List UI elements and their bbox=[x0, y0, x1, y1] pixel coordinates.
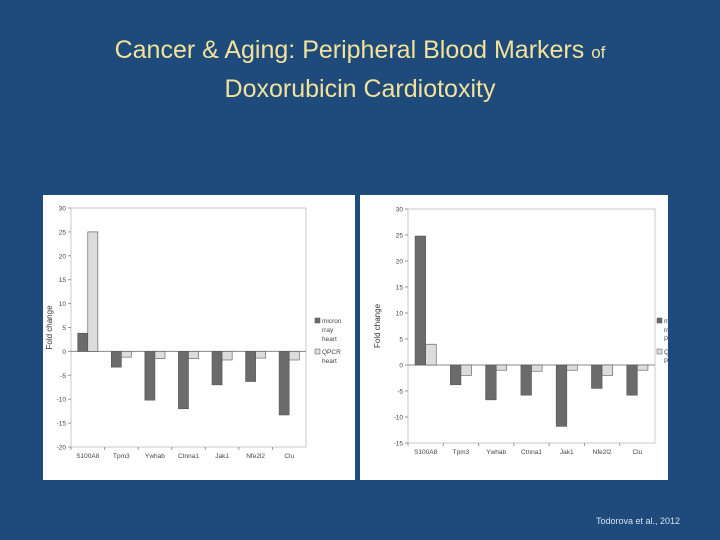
legend-label-line: QPCR bbox=[664, 349, 668, 356]
x-tick-label: Jak1 bbox=[215, 453, 229, 460]
y-tick-label: 5 bbox=[62, 325, 66, 332]
y-tick-label: -15 bbox=[57, 421, 67, 428]
x-tick-label: Clu bbox=[284, 453, 294, 460]
plot-area bbox=[70, 207, 307, 448]
bar-qpcr-pbmc bbox=[425, 343, 437, 366]
title-line-1: Cancer & Aging: Peripheral Blood Markers… bbox=[0, 32, 720, 71]
legend-label-line: heart bbox=[322, 336, 337, 343]
legend-label-line: microa bbox=[664, 318, 668, 325]
bar-qpcr-pbmc bbox=[566, 364, 578, 371]
bar-qpcr-pbmc bbox=[637, 364, 649, 371]
y-tick-label: 0 bbox=[399, 363, 403, 370]
legend-swatch-2 bbox=[314, 348, 321, 355]
chart-pbmc: 30 25 20 15 10 5 0 -5 -10 -15 Fold change S100A8 Tpm… bbox=[373, 207, 668, 457]
y-tick-label: 25 bbox=[396, 233, 404, 240]
bar-microarray-heart bbox=[77, 332, 89, 352]
y-tick-label: -5 bbox=[60, 373, 66, 380]
legend-label-line: rray bbox=[664, 327, 668, 334]
legend-swatch-1 bbox=[314, 317, 321, 324]
y-tick-label: 25 bbox=[59, 229, 67, 236]
y-tick-label: 15 bbox=[59, 277, 67, 284]
bar-microarray-heart bbox=[211, 351, 223, 386]
y-tick-label: -20 bbox=[57, 445, 67, 452]
x-tick-label: Tpm3 bbox=[453, 449, 470, 456]
bar-microarray-heart bbox=[144, 351, 156, 401]
title-line-1-small: of bbox=[591, 43, 606, 62]
slide-title: Cancer & Aging: Peripheral Blood Markers… bbox=[0, 32, 720, 107]
x-tick-label: Tpm3 bbox=[113, 453, 130, 460]
y-tick-label: -5 bbox=[397, 389, 403, 396]
bar-microarray-heart bbox=[278, 351, 290, 416]
bar-microarray-heart bbox=[245, 351, 256, 382]
plot-area bbox=[407, 208, 656, 444]
x-tick-label: Nfe2l2 bbox=[246, 453, 265, 460]
legend-label-line: rray bbox=[322, 327, 334, 334]
y-tick-label: -15 bbox=[394, 441, 404, 448]
chart-heart: 30 25 20 15 10 5 0 -5 -10 -15 -20 Fold change S100A8… bbox=[45, 206, 342, 461]
y-tick-label: 30 bbox=[59, 206, 67, 213]
bar-microarray-pbmc bbox=[555, 364, 568, 427]
legend-label-line: PBMC bbox=[664, 358, 668, 365]
bar-microarray-pbmc bbox=[520, 364, 532, 396]
bar-microarray-pbmc bbox=[485, 364, 497, 401]
bar-microarray-pbmc bbox=[591, 364, 603, 389]
y-tick-label: 15 bbox=[396, 285, 404, 292]
citation: Todorova et al., 2012 bbox=[596, 516, 681, 526]
y-tick-label: 20 bbox=[59, 253, 67, 260]
bar-qpcr-pbmc bbox=[601, 364, 613, 376]
x-tick-label: S100A8 bbox=[76, 453, 100, 460]
legend-label-line: heart bbox=[322, 358, 337, 365]
x-tick-label: Ctnna1 bbox=[178, 453, 199, 460]
y-axis-label: Fold change bbox=[45, 305, 54, 350]
bar-qpcr-heart bbox=[87, 231, 99, 352]
x-tick-label: Clu bbox=[632, 449, 642, 456]
y-tick-label: 10 bbox=[396, 311, 404, 318]
bar-qpcr-heart bbox=[188, 351, 199, 359]
bar-microarray-pbmc bbox=[414, 235, 426, 366]
bar-qpcr-pbmc bbox=[495, 364, 508, 371]
x-tick-label: Nfe2l2 bbox=[593, 449, 612, 456]
x-tick-label: Ywhab bbox=[145, 453, 165, 460]
legend-label-line: PBMC bbox=[664, 336, 668, 343]
bar-qpcr-pbmc bbox=[531, 364, 543, 372]
bar-microarray-pbmc bbox=[626, 364, 638, 396]
legend-label-line: QPCR bbox=[322, 349, 341, 356]
x-tick-label: Ctnna1 bbox=[521, 449, 542, 456]
y-axis-label: Fold change bbox=[373, 303, 382, 348]
chart-panel-heart: 30 25 20 15 10 5 0 -5 -10 -15 -20 Fold change S100A8… bbox=[43, 195, 355, 480]
bar-microarray-heart bbox=[178, 351, 189, 410]
legend-swatch-1 bbox=[656, 317, 663, 324]
y-tick-label: 20 bbox=[396, 259, 404, 266]
y-tick-label: 30 bbox=[396, 207, 404, 214]
x-tick-label: Ywhab bbox=[486, 449, 506, 456]
bar-qpcr-heart bbox=[154, 351, 166, 359]
bar-qpcr-heart bbox=[255, 351, 267, 359]
bar-qpcr-heart bbox=[221, 351, 233, 361]
x-tick-label: S100A8 bbox=[414, 449, 438, 456]
legend-swatch-2 bbox=[656, 348, 663, 355]
y-tick-label: 5 bbox=[399, 337, 403, 344]
legend-label-line: micron bbox=[322, 318, 342, 325]
title-line-2: Doxorubicin Cardiotoxity bbox=[224, 75, 496, 103]
bar-microarray-heart bbox=[110, 351, 122, 368]
bar-microarray-pbmc bbox=[450, 364, 462, 386]
bar-qpcr-heart bbox=[121, 351, 132, 358]
y-tick-label: -10 bbox=[57, 397, 67, 404]
title-line-1-main: Cancer & Aging: Peripheral Blood Markers bbox=[114, 36, 585, 64]
y-tick-label: 10 bbox=[59, 301, 67, 308]
bar-qpcr-heart bbox=[288, 351, 300, 361]
chart-panel-pbmc: 30 25 20 15 10 5 0 -5 -10 -15 Fold change S100A8 Tpm… bbox=[360, 195, 668, 480]
bar-qpcr-pbmc bbox=[460, 364, 472, 376]
y-tick-label: -10 bbox=[394, 415, 404, 422]
x-tick-label: Jak1 bbox=[560, 449, 574, 456]
y-tick-label: 0 bbox=[62, 349, 66, 356]
